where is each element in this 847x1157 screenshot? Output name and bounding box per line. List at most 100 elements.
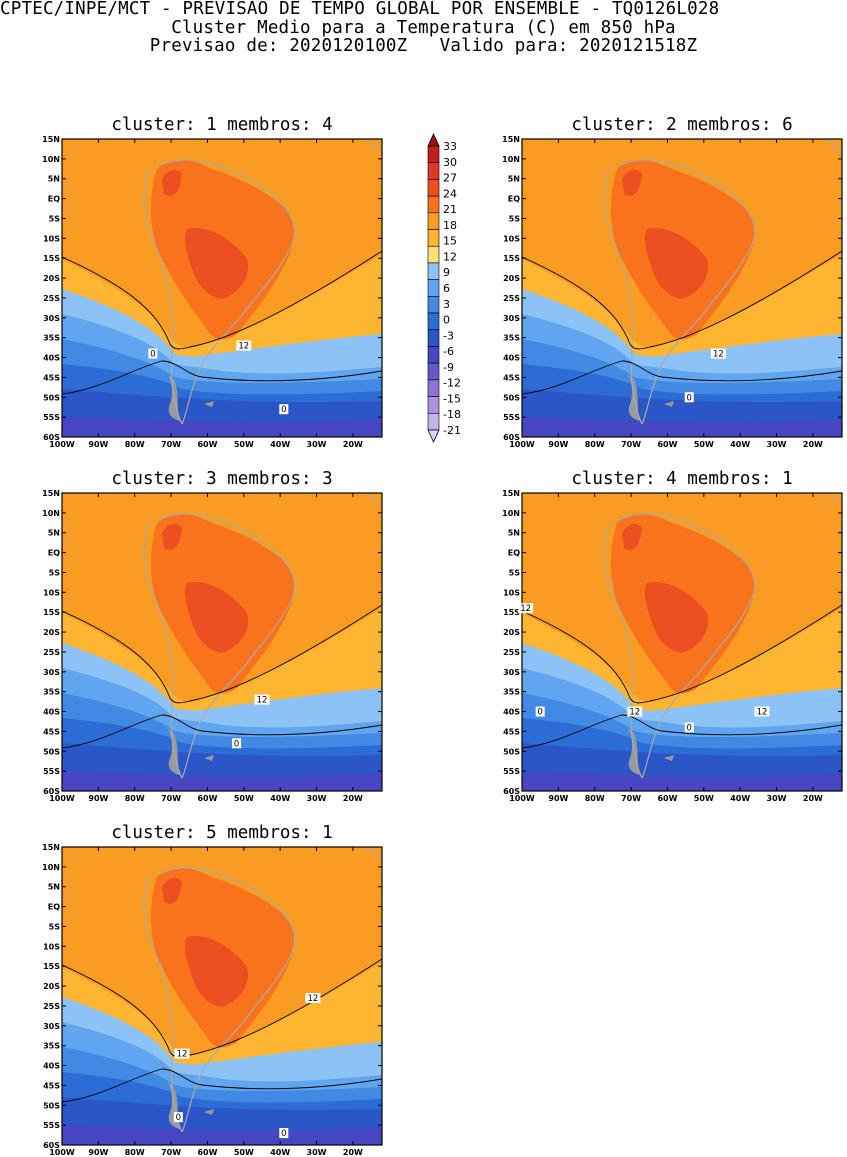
colorbar-swatch <box>427 379 440 397</box>
lon-tick-label: 100W <box>49 440 75 449</box>
lat-tick-label: 45S <box>43 1081 60 1090</box>
lat-tick-label: 5N <box>48 883 60 892</box>
colorbar-label: -3 <box>443 329 454 342</box>
lat-tick-label: 15N <box>42 489 60 498</box>
map-frame <box>61 846 383 1146</box>
colorbar-swatch <box>427 429 440 443</box>
lat-tick-label: 55S <box>43 767 60 776</box>
lon-tick-label: 30W <box>767 794 787 803</box>
contour-label: 0 <box>281 1129 286 1139</box>
lat-tick-label: 10S <box>43 942 60 951</box>
colorbar-swatch <box>427 279 440 297</box>
lon-tick-label: 80W <box>125 1148 145 1157</box>
lon-tick-label: 80W <box>585 440 605 449</box>
lat-tick-label: 15N <box>42 843 60 852</box>
lat-tick-label: 10N <box>42 155 60 164</box>
lat-tick-label: 5S <box>49 214 61 223</box>
lon-tick-label: 60W <box>197 794 217 803</box>
colorbar-label: -9 <box>443 361 454 374</box>
lat-tick-label: 50S <box>503 393 520 402</box>
lat-tick-label: 50S <box>43 1101 60 1110</box>
colorbar-swatch <box>427 312 440 331</box>
lon-tick-label: 40W <box>730 440 750 449</box>
map-panel: cluster: 2 membros: 6 15N 10N 5N EQ 5S 10S 15S 2… <box>502 115 843 449</box>
colorbar-swatch <box>427 195 440 214</box>
lon-tick-label: 60W <box>197 440 217 449</box>
colorbar-swatch <box>427 162 440 180</box>
lat-tick-label: 5S <box>509 214 521 223</box>
lat-tick-label: 45S <box>503 727 520 736</box>
map-frame <box>521 492 843 792</box>
lat-tick-label: 55S <box>43 413 60 422</box>
contour-label: 0 <box>537 708 542 718</box>
lat-tick-label: 10N <box>502 509 520 518</box>
contour-label: 12 <box>713 350 724 360</box>
colorbar-swatch <box>427 133 440 147</box>
colorbar-label: 24 <box>443 187 457 200</box>
lat-tick-label: 25S <box>503 648 520 657</box>
lon-tick-label: 90W <box>88 794 108 803</box>
lon-tick-label: 100W <box>49 1148 75 1157</box>
lat-tick-label: 10N <box>42 509 60 518</box>
lat-tick-label: 50S <box>43 747 60 756</box>
lon-tick-label: 90W <box>548 440 568 449</box>
contour-label: 0 <box>687 723 692 733</box>
lat-tick-label: 15S <box>503 608 520 617</box>
lat-tick-label: 10N <box>42 863 60 872</box>
lat-tick-label: 35S <box>43 334 60 343</box>
lon-tick-label: 70W <box>621 794 641 803</box>
lon-tick-label: 40W <box>730 794 750 803</box>
lat-tick-label: 15S <box>43 608 60 617</box>
lon-tick-label: 70W <box>161 440 181 449</box>
colorbar-label: -21 <box>443 424 461 437</box>
colorbar-swatch <box>427 396 440 414</box>
colorbar-label: 15 <box>443 235 457 248</box>
lat-tick-label: EQ <box>508 195 520 204</box>
colorbar-label: 6 <box>443 282 450 295</box>
contour-label: 0 <box>176 1113 181 1123</box>
lon-tick-label: 30W <box>307 794 327 803</box>
contour-label: 0 <box>234 739 239 749</box>
lat-tick-label: 30S <box>503 668 520 677</box>
lat-tick-label: 30S <box>503 314 520 323</box>
colorbar-swatch <box>427 412 440 431</box>
contour-label: 0 <box>281 405 286 415</box>
lon-tick-label: 90W <box>548 794 568 803</box>
lat-tick-label: 15S <box>43 254 60 263</box>
lat-tick-label: 5N <box>48 175 60 184</box>
lon-tick-label: 100W <box>509 794 535 803</box>
temperature-field <box>62 847 382 1145</box>
lat-tick-label: 55S <box>43 1121 60 1130</box>
contour-label: 0 <box>687 393 692 403</box>
lon-tick-label: 20W <box>803 794 823 803</box>
lat-tick-label: EQ <box>508 549 520 558</box>
lon-tick-label: 70W <box>161 794 181 803</box>
contour-label: 12 <box>307 994 318 1004</box>
map-frame <box>61 492 383 792</box>
colorbar-label: 33 <box>443 140 457 153</box>
lon-tick-label: 20W <box>343 794 363 803</box>
temperature-field <box>62 139 382 437</box>
lat-tick-label: 50S <box>503 747 520 756</box>
colorbar-label: 30 <box>443 156 457 169</box>
lon-tick-label: 80W <box>585 794 605 803</box>
lon-tick-label: 50W <box>694 440 714 449</box>
lat-tick-label: 30S <box>43 668 60 677</box>
map-panel: cluster: 4 membros: 1 15N 10N 5N EQ 5S 10S 15S 2… <box>502 469 843 803</box>
lat-tick-label: EQ <box>48 549 60 558</box>
lon-tick-label: 20W <box>803 440 823 449</box>
header: CPTEC/INPE/MCT - PREVISAO DE TEMPO GLOBA… <box>0 0 847 56</box>
lat-tick-label: EQ <box>48 195 60 204</box>
lat-tick-label: 60S <box>43 787 60 796</box>
map-panel: cluster: 5 membros: 1 15N 10N 5N EQ 5S 10S 15S 2… <box>42 823 383 1157</box>
lon-tick-label: 20W <box>343 1148 363 1157</box>
lat-tick-label: 5N <box>508 175 520 184</box>
colorbar-label: 12 <box>443 250 457 263</box>
lat-tick-label: EQ <box>48 903 60 912</box>
lon-tick-label: 20W <box>343 440 363 449</box>
contour-label: 12 <box>629 708 640 718</box>
lat-tick-label: 55S <box>503 767 520 776</box>
map-panel: cluster: 1 membros: 4 15N 10N 5N EQ 5S 10S 15S 2… <box>42 115 383 449</box>
